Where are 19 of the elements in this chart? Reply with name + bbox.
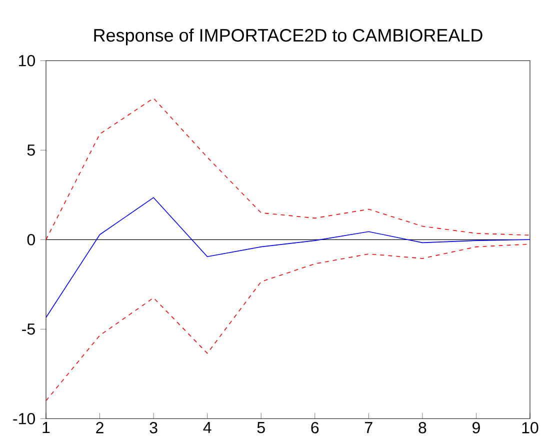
x-tick-label: 7 [365, 422, 372, 434]
x-tick-label: 4 [203, 422, 212, 434]
y-tick-label: -5 [22, 324, 35, 335]
x-tick-label: 6 [311, 422, 319, 434]
line-series [46, 197, 530, 318]
line-series [46, 244, 530, 402]
x-tick-label: 2 [96, 422, 104, 434]
y-tick-label: 5 [27, 144, 35, 156]
chart-title: Response of IMPORTACE2D to CAMBIOREALD [94, 28, 482, 46]
x-tick-label: 9 [472, 422, 480, 434]
x-tick-label: 1 [42, 422, 50, 434]
x-tick-label: 10 [522, 422, 538, 434]
x-tick-label: 5 [257, 422, 265, 434]
line-series [46, 98, 530, 240]
x-tick-label: 8 [418, 422, 426, 434]
y-tick-label: 10 [19, 54, 35, 66]
x-tick-label: 3 [150, 422, 158, 434]
y-tick-label: -10 [13, 412, 35, 424]
y-tick-label: 0 [27, 234, 35, 246]
